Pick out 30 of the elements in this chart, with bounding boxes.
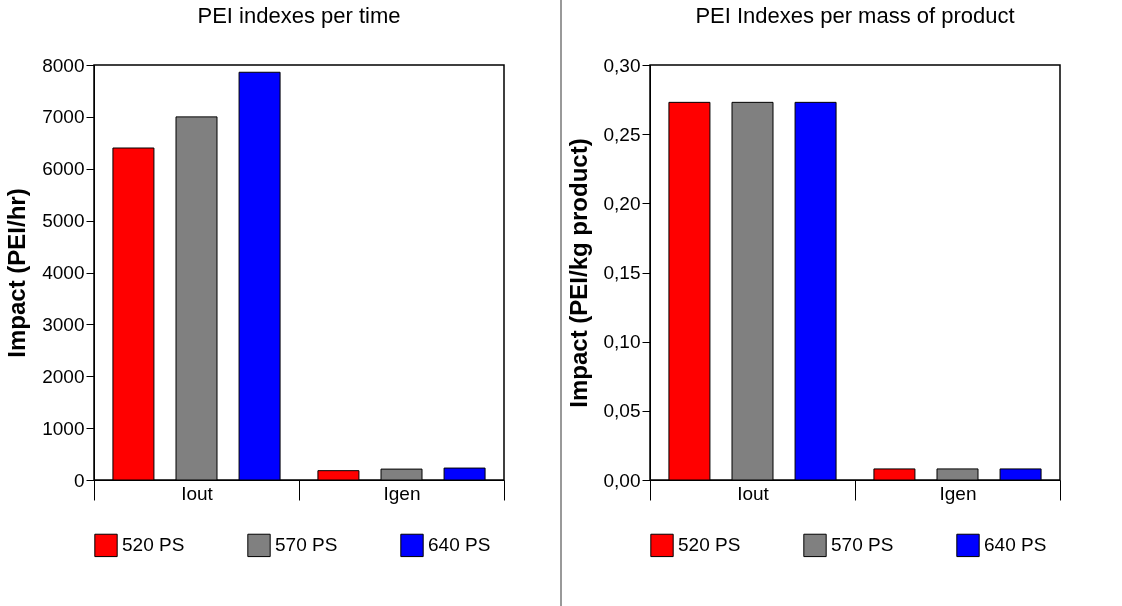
y-tick-label: 5000 — [42, 210, 85, 232]
legend-label: 570 PS — [831, 534, 894, 556]
x-tick-label: Igen — [939, 482, 977, 504]
y-axis-title: Impact (PEI/kg product) — [564, 138, 592, 408]
legend-label: 520 PS — [678, 534, 741, 556]
y-tick-label: 0,05 — [603, 400, 641, 422]
legend-label: 640 PS — [984, 534, 1047, 556]
legend-label: 520 PS — [122, 534, 185, 556]
y-tick-label: 0,20 — [603, 192, 641, 214]
x-tick-label: Igen — [383, 482, 421, 504]
x-tick-label: Iout — [737, 482, 770, 504]
chart-title: PEI Indexes per mass of product — [695, 3, 1015, 28]
y-tick-label: 4000 — [42, 262, 85, 283]
y-tick-label: 2000 — [42, 365, 85, 387]
y-tick-label: 0,15 — [603, 262, 641, 283]
y-axis-title: Impact (PEI/hr) — [3, 188, 31, 358]
chart-title: PEI indexes per time — [197, 3, 401, 28]
y-tick-label: 1000 — [42, 417, 85, 439]
y-tick-label: 0,30 — [603, 54, 641, 76]
legend-label: 640 PS — [428, 534, 491, 556]
y-tick-label: 0,25 — [603, 123, 641, 145]
y-tick-label: 0,00 — [603, 469, 641, 491]
y-tick-label: 3000 — [42, 313, 85, 335]
y-tick-label: 0 — [73, 469, 85, 491]
y-tick-label: 6000 — [42, 158, 85, 180]
legend-label: 570 PS — [275, 534, 338, 556]
y-tick-label: 7000 — [42, 106, 85, 128]
y-tick-label: 8000 — [42, 54, 85, 76]
x-tick-label: Iout — [181, 482, 214, 504]
y-tick-label: 0,10 — [603, 331, 641, 353]
